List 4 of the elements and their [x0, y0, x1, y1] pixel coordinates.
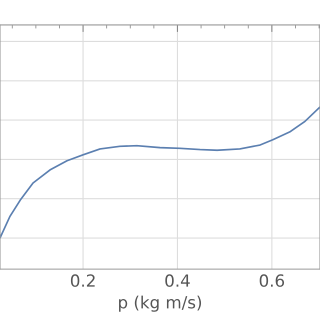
- x-tick-label: 0.4: [165, 274, 190, 287]
- x-axis-title: p (kg m/s): [119, 296, 202, 312]
- x-tick-label: 0.6: [260, 274, 284, 287]
- x-tick-label: 0.2: [70, 274, 95, 287]
